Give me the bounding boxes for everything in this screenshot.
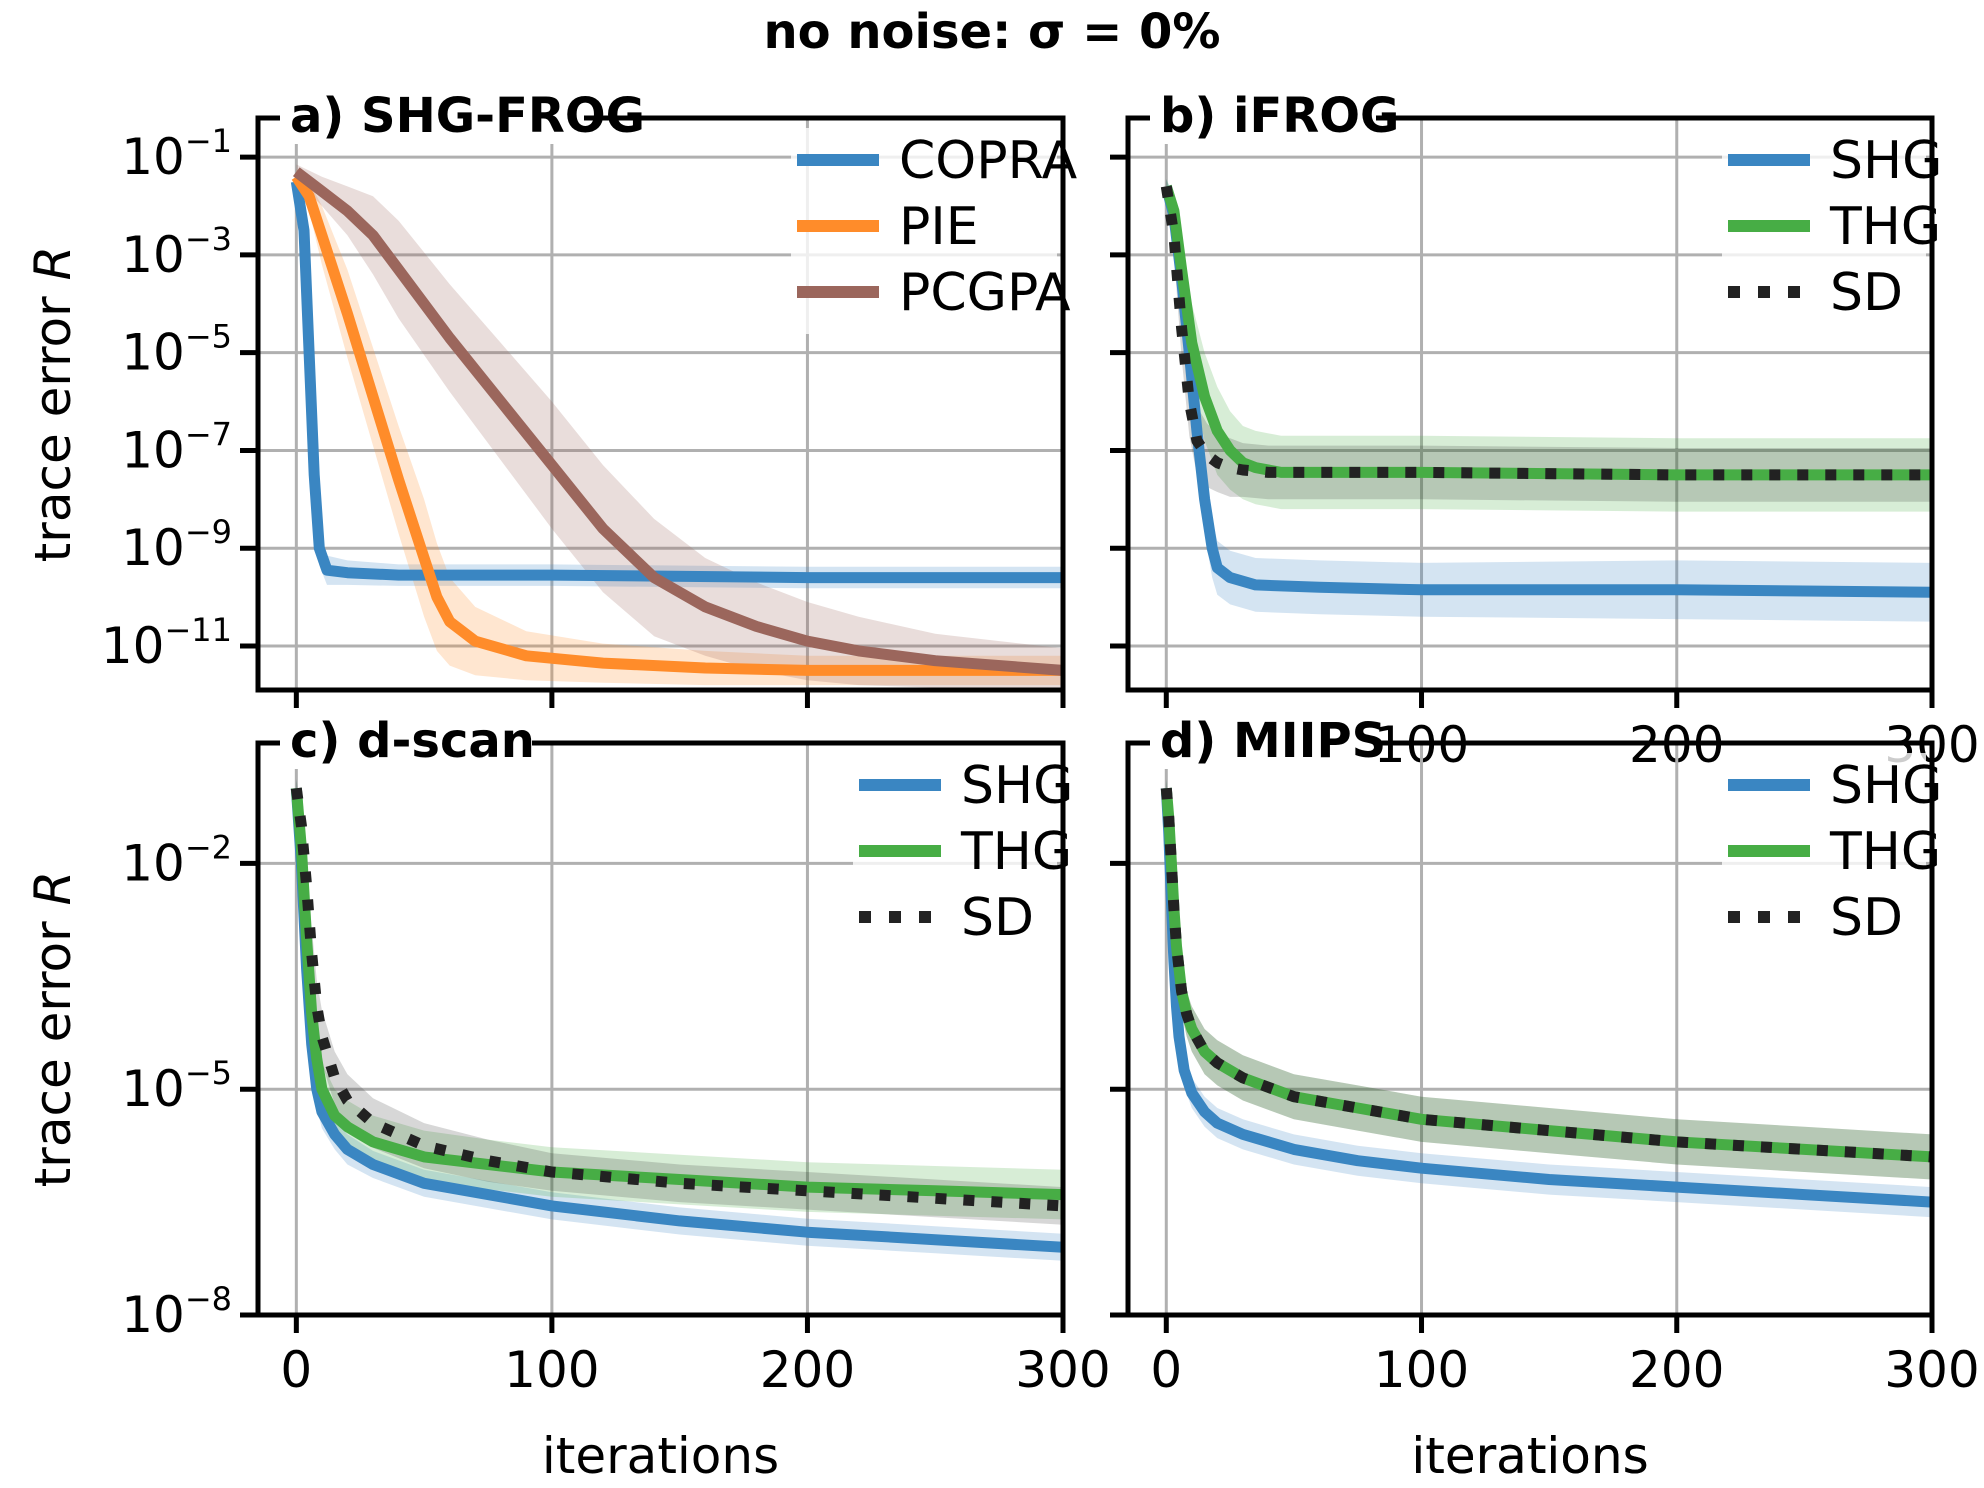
panel-title-backing: [1150, 709, 1376, 769]
x-axis-label: iterations: [1411, 1427, 1648, 1485]
series-group: [1160, 179, 1932, 622]
y-axis-label-variable: R: [24, 871, 82, 906]
panel-title: d) MIIPS: [1160, 713, 1386, 769]
y-tick-label-base: 10: [121, 1286, 185, 1344]
panel-title: b) iFROG: [1160, 88, 1399, 144]
y-tick-label-exponent: −5: [185, 318, 232, 356]
y-tick-label-base: 10: [121, 421, 185, 479]
axes-frame: [1125, 115, 1935, 693]
x-tick-label: 100: [504, 1341, 599, 1399]
figure-title-suffix: = 0%: [1065, 4, 1220, 60]
legend-label-copra: COPRA: [899, 131, 1078, 191]
y-tick-label: 10−9: [121, 513, 232, 577]
series-group: [1160, 779, 1932, 1218]
band-sd: [1166, 779, 1932, 1180]
series-group: [290, 164, 1063, 690]
line-thg: [1161, 184, 1932, 481]
legend-label-shg: SHG: [1830, 756, 1942, 816]
y-axis-label-text: trace error: [24, 905, 82, 1187]
y-tick-label-exponent: −7: [185, 415, 232, 453]
x-tick-label: 0: [280, 1341, 312, 1399]
y-tick-label-base: 10: [121, 519, 185, 577]
y-tick-label: 10−7: [121, 415, 232, 479]
line-sd: [290, 787, 1063, 1212]
y-tick-label: 10−11: [101, 611, 232, 675]
y-tick-label-exponent: −11: [164, 611, 232, 649]
panel-title-backing: [1150, 84, 1376, 144]
y-axis-label-bottom: trace error R: [24, 871, 82, 1188]
figure-title: no noise: σ = 0%: [763, 4, 1220, 60]
y-tick-label: 10−5: [121, 318, 232, 382]
y-tick-label-base: 10: [101, 617, 165, 675]
y-axis-label-top: trace error R: [24, 246, 82, 563]
panel-a: 10−110−310−510−710−910−11a) SHG-FROGCOPR…: [101, 84, 1078, 708]
y-tick-label: 10−2: [121, 828, 232, 892]
legend-label-thg: THG: [1829, 822, 1941, 882]
panel-title: a) SHG-FROG: [290, 88, 645, 144]
line-pie: [291, 173, 1063, 676]
x-tick-label: 300: [1884, 1341, 1979, 1399]
legend-label-shg: SHG: [961, 756, 1073, 816]
y-tick-label: 10−1: [121, 122, 232, 186]
band-pcgpa: [296, 164, 1063, 690]
figure-title-sigma: σ: [1028, 4, 1065, 60]
x-axis-label: iterations: [1411, 1427, 1648, 1485]
legend-label-pcgpa: PCGPA: [899, 263, 1071, 323]
y-tick-label-base: 10: [121, 834, 185, 892]
y-axis-label-text: trace error: [24, 280, 82, 562]
axes-frame: [255, 740, 1066, 1318]
y-tick-label-base: 10: [121, 128, 185, 186]
legend-label-thg: THG: [1829, 197, 1941, 257]
band-thg: [296, 779, 1063, 1220]
y-tick-label-base: 10: [121, 226, 185, 284]
y-tick-label-exponent: −3: [185, 220, 232, 258]
legend-label-sd: SD: [1830, 888, 1903, 948]
legend-label-thg: THG: [960, 822, 1072, 882]
y-tick-label-base: 10: [121, 1060, 185, 1118]
legend-label-shg: SHG: [1830, 131, 1942, 191]
y-tick-label: 10−8: [121, 1280, 232, 1344]
y-axis-label-variable: R: [24, 246, 82, 281]
panel-title-backing: [280, 84, 584, 144]
x-axis-label: iterations: [542, 1427, 779, 1485]
panel-title: c) d-scan: [290, 713, 535, 769]
series-group: [290, 779, 1063, 1261]
x-tick-label: 200: [760, 1341, 855, 1399]
x-tick-label: 0: [1150, 1341, 1182, 1399]
axes-frame: [1125, 740, 1935, 1318]
y-tick-label-base: 10: [121, 324, 185, 382]
x-tick-label: 100: [1374, 1341, 1469, 1399]
y-tick-label: 10−3: [121, 220, 232, 284]
y-tick-label-exponent: −9: [185, 513, 232, 551]
y-tick-label: 10−5: [121, 1054, 232, 1118]
legend-label-sd: SD: [1830, 263, 1903, 323]
line-copra: [290, 180, 1063, 584]
axes-frame: [255, 115, 1066, 693]
y-tick-label-exponent: −5: [185, 1054, 232, 1092]
line-sd: [1160, 787, 1932, 1163]
x-tick-label: 200: [1629, 1341, 1724, 1399]
legend-label-sd: SD: [961, 888, 1034, 948]
y-tick-label-exponent: −8: [185, 1280, 232, 1318]
band-thg: [1166, 779, 1932, 1180]
figure-title-prefix: no noise:: [763, 4, 1028, 60]
panel-title-backing: [280, 709, 532, 769]
line-pcgpa: [292, 167, 1063, 676]
x-tick-label: 300: [1015, 1341, 1110, 1399]
y-tick-label-exponent: −1: [185, 122, 232, 160]
legend-label-pie: PIE: [899, 197, 979, 257]
y-tick-label-exponent: −2: [185, 828, 232, 866]
